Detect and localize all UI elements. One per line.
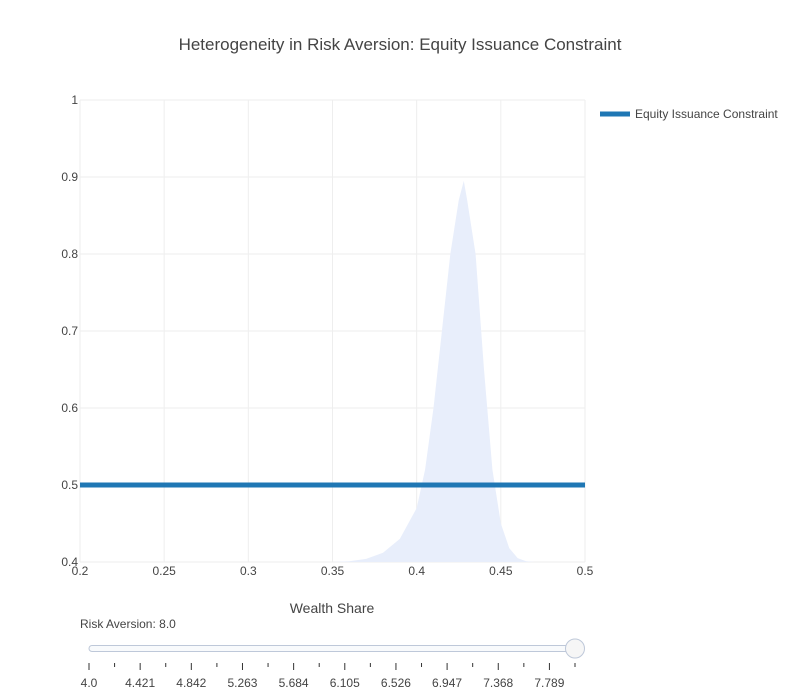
chart-title: Heterogeneity in Risk Aversion: Equity I… bbox=[179, 35, 622, 54]
y-tick-label: 1 bbox=[71, 93, 78, 107]
slider-tick-label: 5.684 bbox=[279, 676, 309, 690]
x-tick-label: 0.2 bbox=[72, 564, 89, 578]
y-tick-label: 0.4 bbox=[61, 555, 78, 569]
x-tick-label: 0.35 bbox=[321, 564, 345, 578]
y-axis-ticks: 0.4 0.5 0.6 0.7 0.8 0.9 1 bbox=[61, 93, 78, 569]
risk-aversion-slider[interactable]: Risk Aversion: 8.0 4.0 4.421 4.842 5.263 5.6… bbox=[80, 617, 585, 690]
slider-tick-label: 5.263 bbox=[227, 676, 257, 690]
slider-tick-label: 6.947 bbox=[432, 676, 462, 690]
slider-tick-label: 6.526 bbox=[381, 676, 411, 690]
legend-label: Equity Issuance Constraint bbox=[635, 107, 778, 121]
legend[interactable]: Equity Issuance Constraint bbox=[600, 107, 778, 121]
density-area bbox=[332, 180, 535, 562]
slider-handle[interactable] bbox=[565, 638, 585, 659]
slider-tick-label: 4.842 bbox=[176, 676, 206, 690]
grid-lines bbox=[79, 99, 586, 563]
x-tick-label: 0.3 bbox=[240, 564, 257, 578]
slider-tick-label: 4.421 bbox=[125, 676, 155, 690]
x-tick-label: 0.4 bbox=[408, 564, 425, 578]
x-axis-title: Wealth Share bbox=[290, 600, 375, 616]
y-tick-label: 0.8 bbox=[61, 247, 78, 261]
slider-tick-label: 4.0 bbox=[81, 676, 98, 690]
slider-current-value: Risk Aversion: 8.0 bbox=[80, 617, 176, 631]
x-tick-label: 0.5 bbox=[577, 564, 594, 578]
y-tick-label: 0.5 bbox=[61, 478, 78, 492]
y-tick-label: 0.6 bbox=[61, 401, 78, 415]
x-tick-label: 0.45 bbox=[489, 564, 513, 578]
y-tick-label: 0.9 bbox=[61, 170, 78, 184]
y-tick-label: 0.7 bbox=[61, 324, 78, 338]
density-fill bbox=[332, 180, 535, 562]
slider-tick-label: 6.105 bbox=[330, 676, 360, 690]
x-tick-label: 0.25 bbox=[152, 564, 176, 578]
slider-rail[interactable] bbox=[88, 645, 576, 652]
slider-tick-label: 7.368 bbox=[483, 676, 513, 690]
x-axis-ticks: 0.2 0.25 0.3 0.35 0.4 0.45 0.5 bbox=[72, 564, 594, 578]
slider-tick-label: 7.789 bbox=[534, 676, 564, 690]
slider-ticks: 4.0 4.421 4.842 5.263 5.684 6.105 6.526 6.947 7.… bbox=[81, 663, 576, 690]
